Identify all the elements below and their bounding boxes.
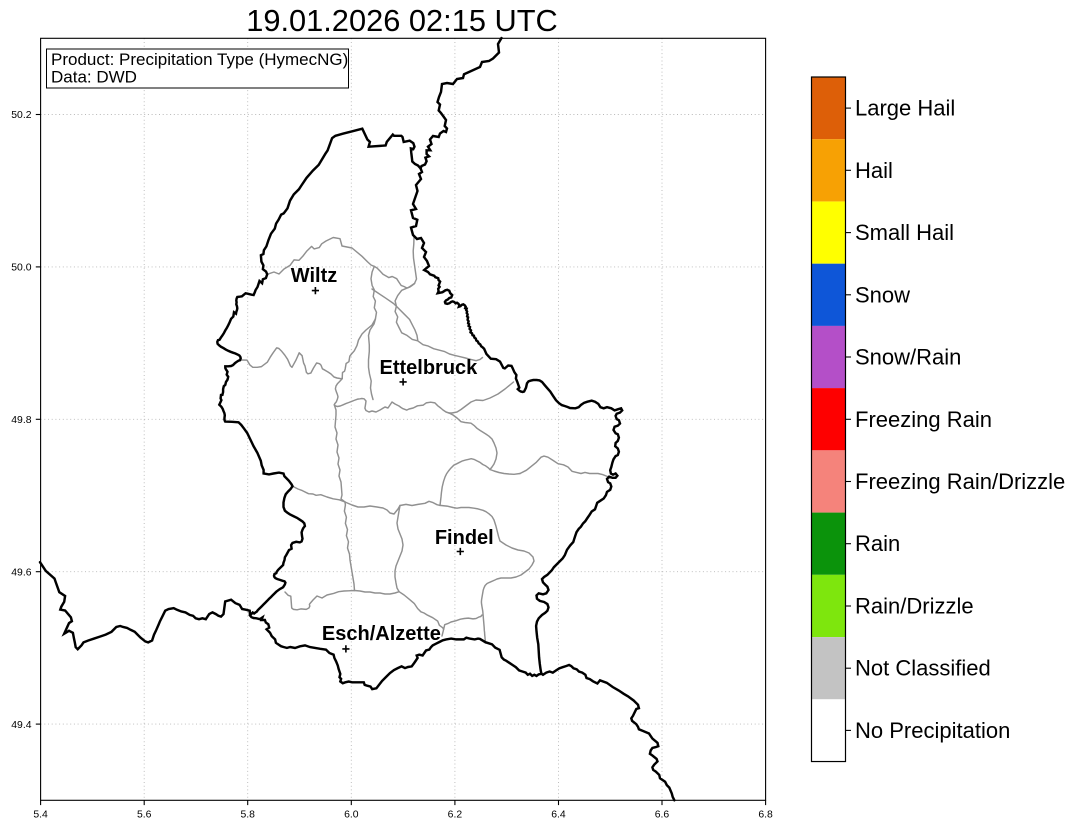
svg-text:No Precipitation: No Precipitation [855, 718, 1010, 743]
svg-text:49.6: 49.6 [11, 567, 31, 578]
svg-text:Snow: Snow [855, 282, 910, 307]
svg-text:Large Hail: Large Hail [855, 96, 955, 121]
svg-text:Rain: Rain [855, 531, 900, 556]
svg-text:5.8: 5.8 [240, 810, 255, 821]
svg-text:Small Hail: Small Hail [855, 220, 954, 245]
svg-text:5.4: 5.4 [33, 810, 48, 821]
svg-text:6.6: 6.6 [655, 810, 670, 821]
svg-text:Findel: Findel [435, 527, 494, 549]
svg-text:Rain/Drizzle: Rain/Drizzle [855, 594, 974, 619]
svg-text:6.2: 6.2 [448, 810, 463, 821]
svg-text:Product: Precipitation Type (H: Product: Precipitation Type (HymecNG) [51, 50, 348, 69]
svg-text:Freezing Rain: Freezing Rain [855, 407, 992, 432]
svg-text:Data: DWD: Data: DWD [51, 68, 137, 87]
svg-text:19.01.2026 02:15 UTC: 19.01.2026 02:15 UTC [246, 3, 558, 38]
svg-text:Ettelbruck: Ettelbruck [379, 357, 478, 379]
svg-text:50.2: 50.2 [11, 110, 31, 121]
svg-text:Freezing Rain/Drizzle: Freezing Rain/Drizzle [855, 469, 1065, 494]
svg-text:Not Classified: Not Classified [855, 656, 991, 681]
svg-text:49.4: 49.4 [11, 720, 31, 731]
svg-text:6.0: 6.0 [344, 810, 359, 821]
svg-text:5.6: 5.6 [137, 810, 152, 821]
svg-text:Wiltz: Wiltz [291, 265, 337, 287]
svg-text:Esch/Alzette: Esch/Alzette [322, 623, 441, 645]
svg-text:49.8: 49.8 [11, 415, 31, 426]
svg-text:6.8: 6.8 [758, 810, 773, 821]
svg-text:Hail: Hail [855, 158, 893, 183]
svg-text:50.0: 50.0 [11, 263, 31, 274]
svg-text:Snow/Rain: Snow/Rain [855, 345, 961, 370]
svg-text:6.4: 6.4 [551, 810, 566, 821]
